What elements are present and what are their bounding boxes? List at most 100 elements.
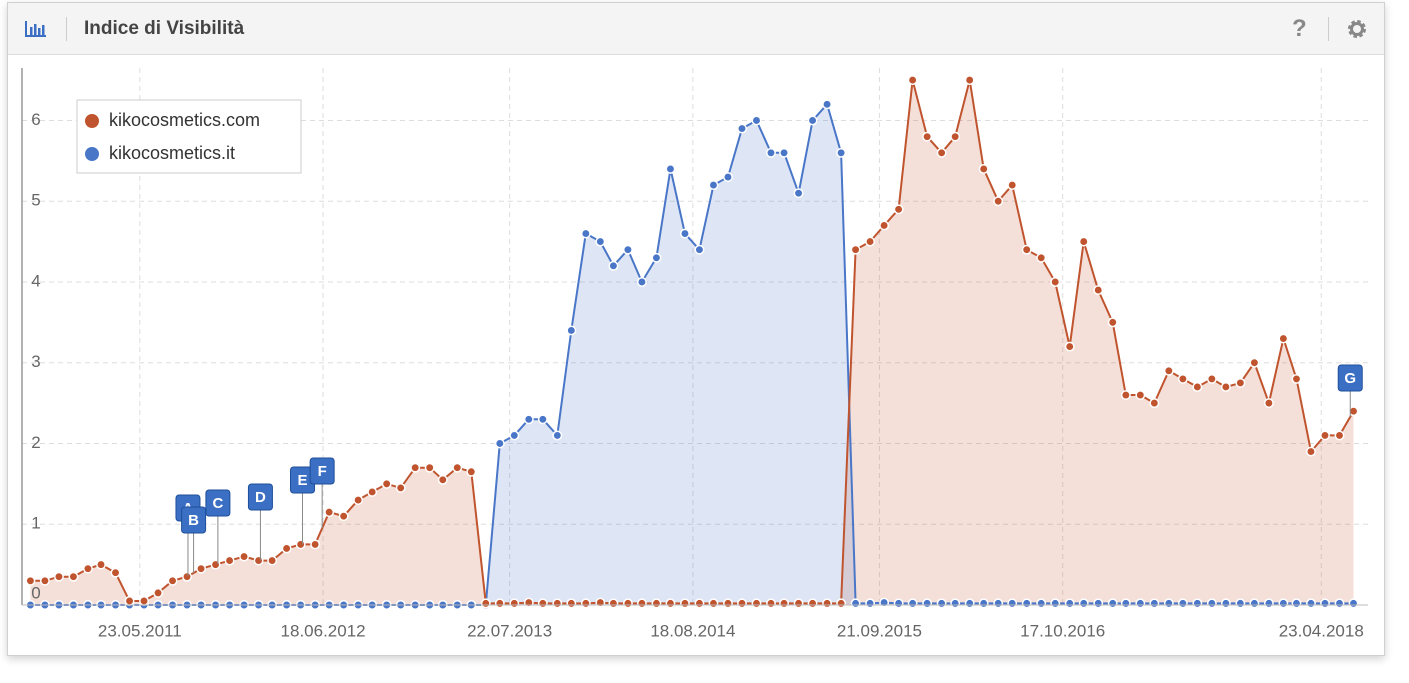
separator	[66, 17, 67, 41]
point	[751, 115, 762, 126]
point	[310, 539, 321, 550]
point	[1064, 341, 1075, 352]
point	[779, 147, 790, 158]
point	[595, 236, 606, 247]
point	[751, 598, 762, 609]
point	[523, 597, 534, 608]
annotation-flag	[205, 489, 231, 517]
point	[595, 597, 606, 608]
point	[936, 598, 947, 609]
point	[566, 325, 577, 336]
point	[1050, 277, 1061, 287]
point	[1135, 390, 1146, 400]
point	[964, 598, 975, 609]
point	[224, 555, 235, 566]
point	[295, 539, 306, 550]
point	[182, 571, 192, 582]
point	[537, 598, 548, 609]
point	[281, 543, 292, 554]
point	[950, 598, 961, 609]
point	[1050, 598, 1061, 609]
point	[39, 575, 50, 586]
point	[850, 598, 861, 609]
point	[893, 598, 904, 609]
point	[1036, 598, 1047, 609]
legend-box	[76, 99, 302, 174]
point	[879, 220, 890, 231]
point	[253, 555, 264, 566]
point	[367, 486, 378, 497]
point	[1320, 598, 1330, 609]
annotation-label: C	[212, 495, 223, 512]
point	[1334, 430, 1345, 441]
point	[651, 252, 662, 263]
point	[1320, 430, 1330, 441]
point	[822, 598, 833, 609]
point	[1334, 598, 1345, 609]
point	[1093, 285, 1104, 296]
x-tick-label: 17.10.2016	[1020, 621, 1105, 640]
point	[766, 598, 776, 609]
point	[907, 75, 918, 86]
point	[993, 196, 1004, 207]
point	[196, 563, 207, 574]
y-tick-label: 2	[31, 433, 40, 452]
point	[608, 260, 619, 271]
point	[1149, 598, 1160, 609]
point	[807, 115, 818, 126]
point	[338, 511, 349, 522]
point	[1177, 373, 1188, 384]
point	[452, 462, 463, 473]
y-tick-label: 1	[31, 514, 40, 533]
point	[807, 598, 818, 609]
legend-marker	[85, 147, 99, 161]
point	[566, 598, 577, 609]
point	[124, 596, 135, 606]
point	[466, 466, 477, 477]
chart-icon	[25, 21, 46, 37]
point	[836, 147, 847, 158]
annotation-flag	[309, 457, 335, 485]
point	[1220, 598, 1231, 609]
settings-button[interactable]	[1346, 18, 1368, 40]
point	[936, 147, 947, 158]
point	[978, 598, 989, 609]
point	[679, 598, 690, 609]
point	[836, 598, 847, 609]
point	[636, 598, 647, 609]
point	[1220, 382, 1231, 392]
point	[907, 598, 918, 609]
point	[1177, 598, 1188, 609]
point	[509, 598, 520, 609]
point	[665, 598, 676, 609]
x-tick-label: 22.07.2013	[467, 621, 552, 640]
point	[964, 75, 975, 86]
point	[1007, 598, 1018, 609]
point	[793, 188, 804, 199]
point	[110, 567, 121, 578]
point	[993, 598, 1004, 609]
legend-label: kikocosmetics.it	[109, 143, 235, 163]
point	[636, 277, 647, 287]
area	[30, 104, 1354, 606]
help-button[interactable]: ?	[1292, 15, 1307, 42]
point	[395, 482, 406, 493]
point	[580, 598, 591, 609]
point	[410, 462, 421, 473]
point	[537, 414, 548, 425]
point	[708, 180, 719, 191]
annotation-label: B	[188, 512, 199, 529]
point	[1306, 598, 1316, 609]
point	[324, 507, 335, 518]
point	[1192, 382, 1203, 392]
point	[622, 244, 633, 255]
x-tick-label: 18.06.2012	[281, 621, 366, 640]
annotation-label: E	[298, 472, 308, 489]
annotation-label: G	[1344, 370, 1356, 387]
point	[865, 598, 876, 609]
y-tick-label: 3	[31, 352, 40, 371]
point	[1120, 598, 1131, 609]
widget-header: Indice di Visibilità ?	[8, 3, 1384, 55]
annotation-flag	[181, 506, 207, 534]
point	[1263, 398, 1274, 409]
